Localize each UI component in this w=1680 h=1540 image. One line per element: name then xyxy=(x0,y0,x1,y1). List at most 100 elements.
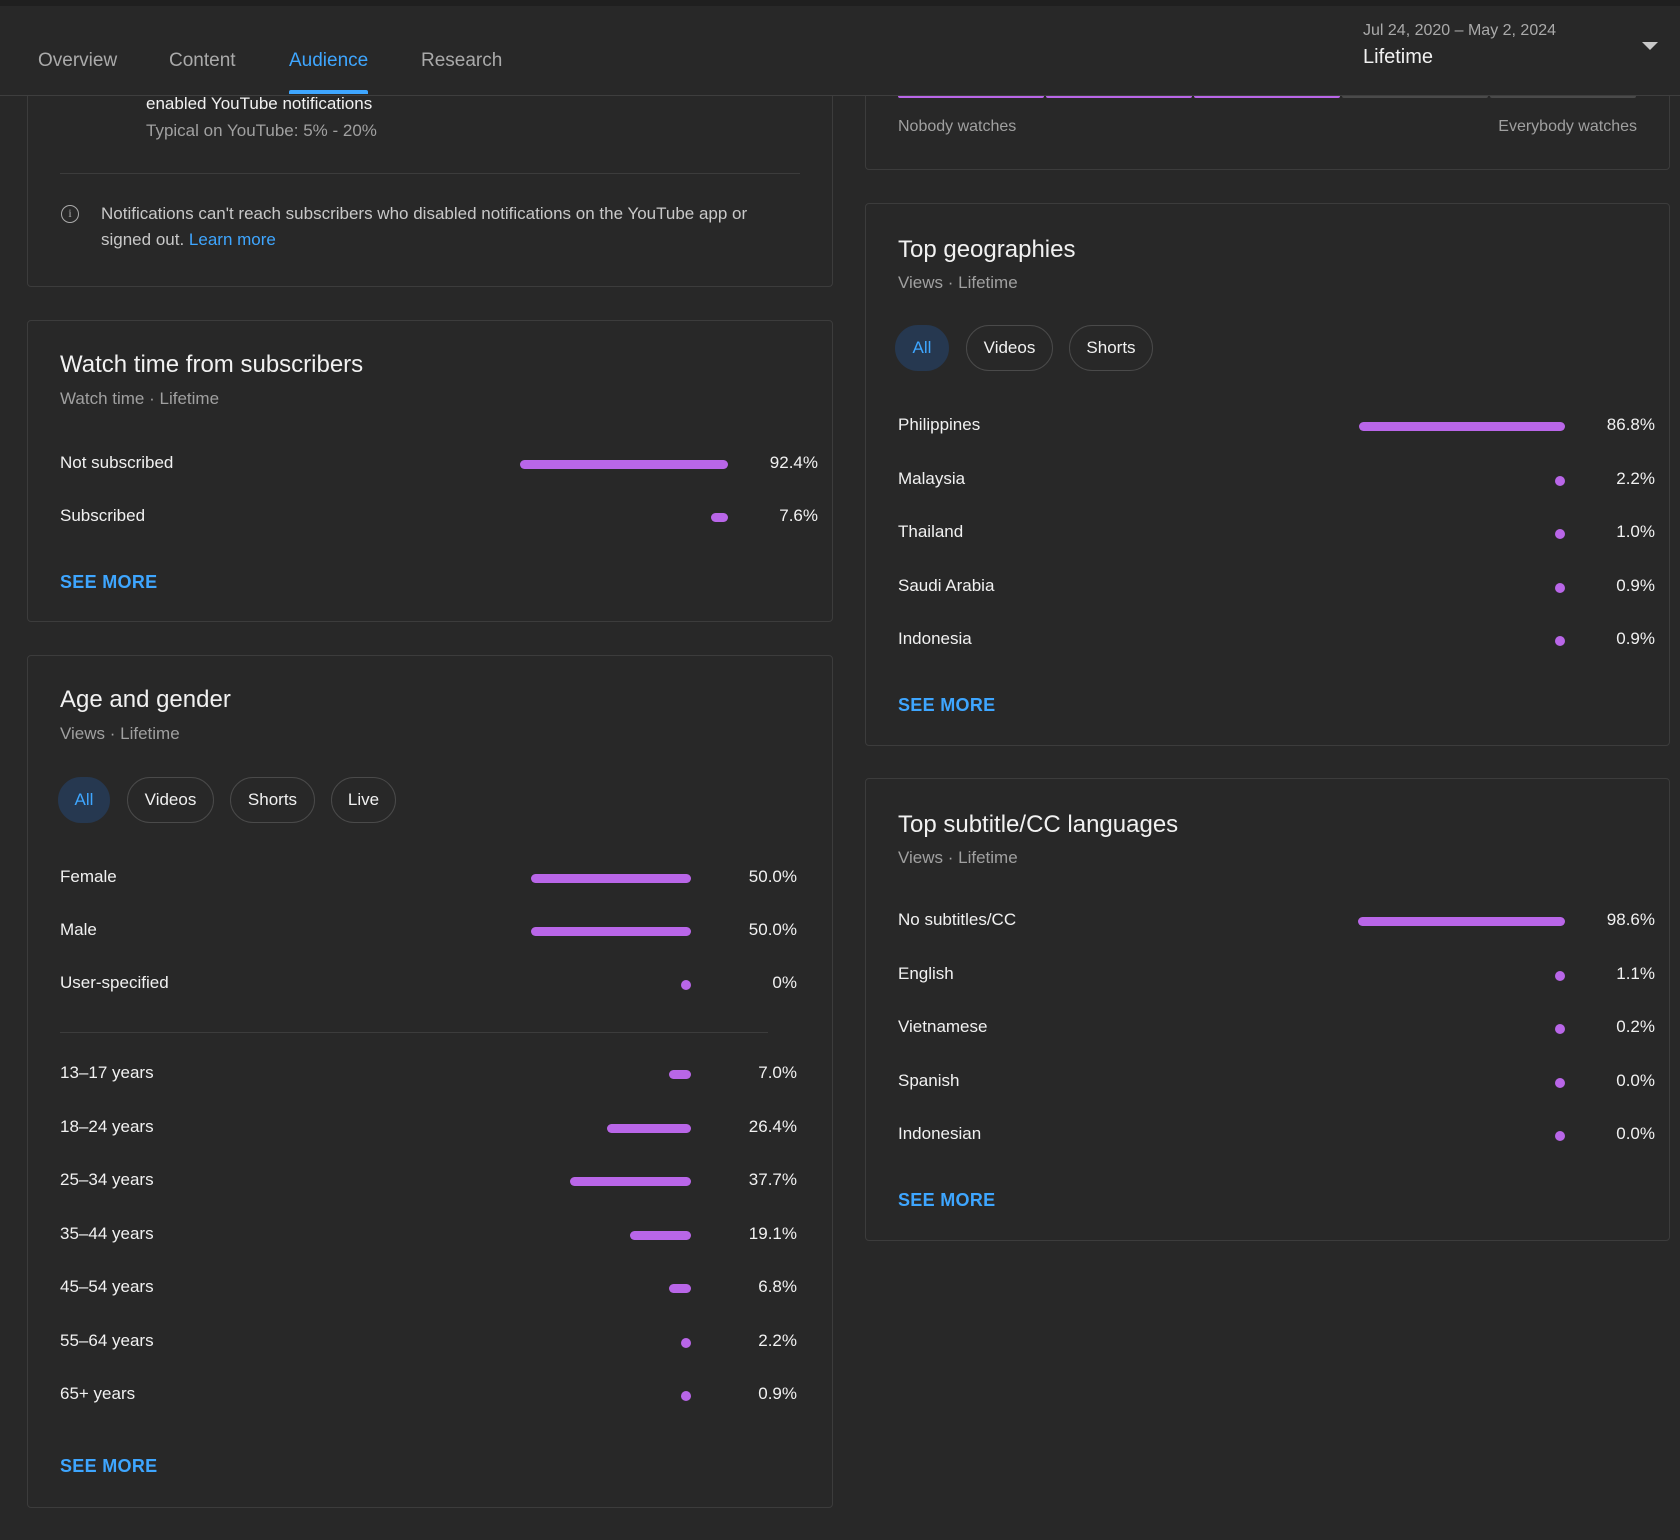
row-label: Not subscribed xyxy=(60,453,174,472)
card-title: Top subtitle/CC languages xyxy=(898,811,1179,838)
card-title: Watch time from subscribers xyxy=(60,351,364,378)
value-bar xyxy=(629,1230,691,1240)
row-label: Male xyxy=(60,920,97,939)
tab-overview[interactable]: Overview xyxy=(38,50,118,71)
value-dot xyxy=(681,980,691,990)
row-label: Indonesia xyxy=(898,629,972,648)
row-label: Indonesian xyxy=(898,1124,982,1143)
see-more-button[interactable]: SEE MORE xyxy=(898,1190,996,1210)
row-label: English xyxy=(898,963,954,983)
value-bar xyxy=(531,927,691,936)
chip-shorts[interactable]: Shorts xyxy=(230,777,315,823)
scale-left-label: Nobody watches xyxy=(898,118,1017,135)
card-subtitle: Watch time · Lifetime xyxy=(60,389,220,408)
value-dot xyxy=(1555,1131,1565,1141)
age-gender-card: Age and gender Views · Lifetime All Vide… xyxy=(27,655,833,1508)
card-title: Top geographies xyxy=(898,236,1076,263)
notifications-enabled-text: enabled YouTube notifications xyxy=(146,94,373,113)
divider xyxy=(60,173,800,174)
row-value: 1.0% xyxy=(1616,522,1655,541)
value-bar xyxy=(531,874,691,883)
row-label: 55–64 years xyxy=(60,1330,154,1350)
card-title: Age and gender xyxy=(60,686,231,713)
value-dot xyxy=(1555,582,1565,593)
row-label: Saudi Arabia xyxy=(898,575,995,595)
info-icon: i xyxy=(61,205,79,223)
row-value: 0.9% xyxy=(1616,629,1655,648)
value-dot xyxy=(1555,1077,1565,1088)
period-label: Lifetime xyxy=(1363,46,1434,68)
card-subtitle: Views · Lifetime xyxy=(898,848,1018,867)
watch-time-subscribers-card: Watch time from subscribers Watch time ·… xyxy=(27,320,833,622)
value-dot xyxy=(1555,529,1565,539)
row-value: 2.2% xyxy=(1616,468,1655,488)
row-value: 98.6% xyxy=(1606,910,1655,929)
value-bar xyxy=(520,460,728,469)
row-value: 1.1% xyxy=(1616,963,1655,983)
subtitle-languages-card: Top subtitle/CC languages Views · Lifeti… xyxy=(865,778,1670,1241)
value-dot xyxy=(1555,1024,1565,1034)
see-more-button[interactable]: SEE MORE xyxy=(60,572,158,592)
row-label: 13–17 years xyxy=(60,1063,154,1082)
row-value: 6.8% xyxy=(758,1277,797,1296)
row-label: No subtitles/CC xyxy=(898,910,1017,929)
row-label: Thailand xyxy=(898,522,964,541)
tab-content[interactable]: Content xyxy=(169,50,236,71)
row-value: 92.4% xyxy=(769,453,818,472)
divider xyxy=(60,1032,768,1033)
chip-shorts[interactable]: Shorts xyxy=(1069,325,1153,371)
dropdown-caret-icon[interactable] xyxy=(1642,42,1658,50)
row-label: 25–34 years xyxy=(60,1170,154,1189)
learn-more-link[interactable]: Learn more xyxy=(188,230,276,249)
row-value: 0.9% xyxy=(1616,575,1655,595)
row-value: 0.0% xyxy=(1616,1070,1655,1090)
chip-videos[interactable]: Videos xyxy=(127,777,214,823)
notifications-card: enabled YouTube notifications Typical on… xyxy=(27,60,833,287)
card-subtitle: Views · Lifetime xyxy=(60,724,180,743)
typical-range-text: Typical on YouTube: 5% - 20% xyxy=(146,121,377,140)
chip-live[interactable]: Live xyxy=(331,777,396,823)
see-more-button[interactable]: SEE MORE xyxy=(60,1456,158,1476)
top-edge xyxy=(0,0,1680,6)
value-dot xyxy=(681,1391,691,1401)
tab-research[interactable]: Research xyxy=(421,50,503,71)
value-bar xyxy=(1359,422,1565,431)
row-label: Malaysia xyxy=(898,468,966,488)
see-more-button[interactable]: SEE MORE xyxy=(898,695,996,715)
value-dot xyxy=(1555,636,1565,646)
row-value: 50.0% xyxy=(748,867,797,886)
chip-all[interactable]: All xyxy=(895,325,949,371)
row-value: 0.9% xyxy=(758,1384,797,1403)
notifications-info: Notifications can't reach subscribers wh… xyxy=(101,201,781,253)
row-label: Spanish xyxy=(898,1070,960,1090)
value-dot xyxy=(1555,970,1565,981)
date-range-text: Jul 24, 2020 – May 2, 2024 xyxy=(1363,22,1557,39)
row-value: 0.2% xyxy=(1616,1017,1655,1036)
row-value: 0.0% xyxy=(1616,1124,1655,1143)
row-value: 7.0% xyxy=(758,1063,797,1082)
row-label: 35–44 years xyxy=(60,1223,154,1243)
row-value: 19.1% xyxy=(748,1223,797,1243)
value-bar xyxy=(570,1177,691,1186)
row-label: Vietnamese xyxy=(898,1017,988,1036)
card-subtitle: Views · Lifetime xyxy=(898,273,1018,292)
row-value: 0% xyxy=(772,973,797,992)
row-label: 45–54 years xyxy=(60,1277,154,1296)
scale-right-label: Everybody watches xyxy=(1498,118,1637,135)
row-label: 65+ years xyxy=(60,1384,136,1403)
value-bar xyxy=(668,1070,691,1079)
value-dot xyxy=(681,1337,691,1348)
tab-audience[interactable]: Audience xyxy=(289,50,369,71)
row-label: Female xyxy=(60,867,117,886)
row-label: Philippines xyxy=(898,415,981,434)
chip-videos[interactable]: Videos xyxy=(966,325,1053,371)
value-bar xyxy=(669,1284,691,1293)
chip-all[interactable]: All xyxy=(58,777,110,823)
top-geographies-card: Top geographies Views · Lifetime All Vid… xyxy=(865,203,1670,746)
row-label: Subscribed xyxy=(60,506,146,525)
value-bar xyxy=(1357,917,1565,926)
row-value: 37.7% xyxy=(748,1170,797,1189)
row-label: User-specified xyxy=(60,973,169,992)
value-dot xyxy=(1555,475,1565,486)
value-bar xyxy=(710,513,728,522)
